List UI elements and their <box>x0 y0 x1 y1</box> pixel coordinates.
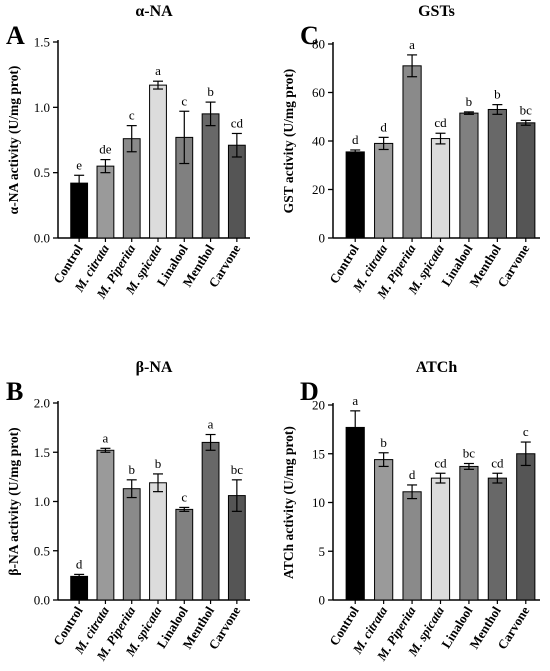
bar <box>201 113 220 239</box>
bar <box>345 151 365 239</box>
significance-label: c <box>181 93 187 108</box>
significance-label: b <box>466 94 473 109</box>
significance-label: b <box>155 456 162 471</box>
significance-label: d <box>380 119 387 134</box>
bar <box>374 142 394 239</box>
y-tick-label: 10 <box>312 495 325 510</box>
significance-label: c <box>181 489 187 504</box>
bar <box>402 491 422 601</box>
bar <box>122 488 141 601</box>
significance-label: cd <box>491 455 504 470</box>
bar <box>345 426 365 601</box>
significance-label: a <box>103 430 109 445</box>
y-axis-label: α-NA activity (U/mg prot) <box>6 66 21 215</box>
bar <box>149 482 167 601</box>
significance-label: b <box>380 435 387 450</box>
significance-label: cd <box>434 455 447 470</box>
chart-title: β-NA <box>136 359 173 376</box>
significance-label: d <box>352 132 359 147</box>
bar <box>175 508 194 601</box>
significance-label: a <box>208 417 214 432</box>
significance-label: a <box>409 37 415 52</box>
bar <box>430 477 451 601</box>
bar <box>122 138 141 239</box>
significance-label: bc <box>463 446 476 461</box>
chart-title: α-NA <box>135 3 173 20</box>
significance-label: cd <box>434 115 447 130</box>
bar <box>96 165 115 239</box>
y-axis-label: ATCh activity (U/mg prot) <box>281 426 296 579</box>
significance-label: b <box>207 84 214 99</box>
significance-label: bc <box>520 102 533 117</box>
bar <box>459 465 479 601</box>
y-tick-label: 1.0 <box>34 494 50 509</box>
y-tick-label: 0 <box>319 593 326 608</box>
chart-panel-a: Aα-NA α-NA activity (U/mg prot) 0.0 0.5 1.0 1… <box>6 3 250 302</box>
bar <box>149 84 167 239</box>
significance-label: cd <box>231 115 244 130</box>
y-axis-label: β-NA activity (U/mg prot) <box>6 427 21 575</box>
bar <box>487 108 507 239</box>
y-tick-label: 0.0 <box>34 231 50 246</box>
significance-label: e <box>76 157 82 172</box>
panel-letter: B <box>6 377 23 406</box>
y-axis-label: GST activity (U/mg prot) <box>281 69 296 214</box>
bar <box>70 575 89 601</box>
bar <box>201 441 220 601</box>
y-tick-label: 2.0 <box>34 396 50 411</box>
bar <box>459 112 479 239</box>
bar <box>430 138 451 239</box>
panel-letter: C <box>300 21 319 50</box>
y-tick-label: 0.5 <box>34 165 50 180</box>
bar <box>516 122 536 239</box>
bar <box>96 449 115 601</box>
y-tick-label: 0.5 <box>34 543 50 558</box>
y-tick-label: 5 <box>319 544 326 559</box>
bar <box>487 477 507 601</box>
significance-label: a <box>352 393 358 408</box>
significance-label: b <box>128 462 135 477</box>
y-tick-label: 1.5 <box>34 445 50 460</box>
y-tick-label: 0 <box>319 231 326 246</box>
y-tick-label: 1.0 <box>34 100 50 115</box>
chart-title: GSTs <box>418 3 455 20</box>
significance-label: c <box>523 424 529 439</box>
y-tick-label: 1.5 <box>34 35 50 50</box>
y-tick-label: 40 <box>312 134 325 149</box>
significance-label: d <box>409 467 416 482</box>
y-tick-label: 80 <box>312 37 325 52</box>
bar <box>227 144 246 239</box>
y-tick-label: 60 <box>312 85 325 100</box>
chart-panel-b: Bβ-NA β-NA activity (U/mg prot) 0.0 0.5 1.0 1… <box>6 359 250 664</box>
significance-label: de <box>99 142 112 157</box>
panel-letter: A <box>6 21 25 50</box>
y-tick-label: 0.0 <box>34 593 50 608</box>
chart-title: ATCh <box>416 359 458 376</box>
significance-label: c <box>129 108 135 123</box>
y-tick-label: 15 <box>312 446 325 461</box>
y-tick-label: 20 <box>312 182 325 197</box>
y-tick-label: 20 <box>312 398 325 413</box>
bar <box>374 459 394 601</box>
bar <box>516 453 536 601</box>
significance-label: a <box>155 63 161 78</box>
bar <box>402 65 422 239</box>
significance-label: b <box>494 87 501 102</box>
panel-letter: D <box>300 377 319 406</box>
significance-label: bc <box>231 462 244 477</box>
significance-label: d <box>76 556 83 571</box>
